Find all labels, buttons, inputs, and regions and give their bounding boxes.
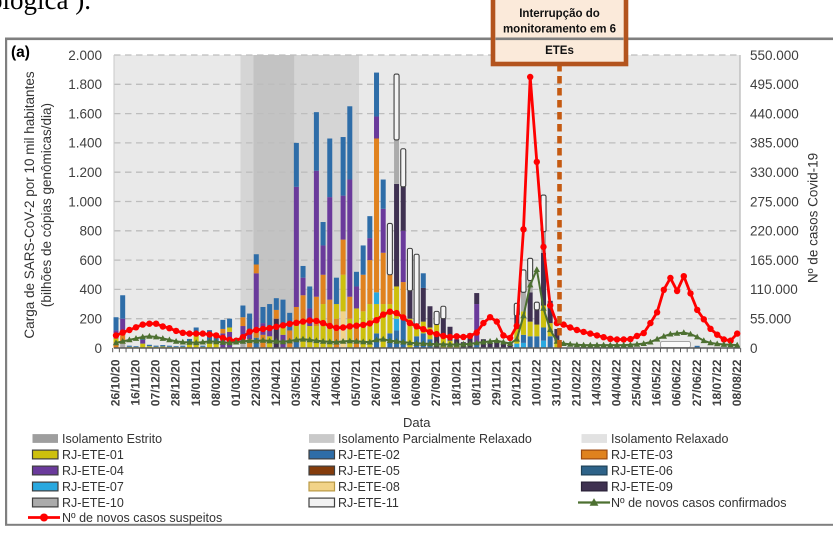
svg-text:55.000: 55.000 (750, 312, 791, 327)
svg-text:25/04/22: 25/04/22 (630, 359, 644, 406)
svg-text:RJ-ETE-02: RJ-ETE-02 (338, 448, 400, 462)
svg-text:RJ-ETE-01: RJ-ETE-01 (62, 448, 124, 462)
svg-text:21/02/22: 21/02/22 (570, 359, 584, 406)
svg-text:RJ-ETE-07: RJ-ETE-07 (62, 480, 124, 494)
svg-text:03/05/21: 03/05/21 (289, 359, 303, 406)
svg-text:Isolamento Parcialmente Relaxa: Isolamento Parcialmente Relaxado (338, 432, 532, 446)
svg-text:26/10/20: 26/10/20 (109, 359, 123, 406)
svg-text:31/01/22: 31/01/22 (550, 359, 564, 406)
svg-text:RJ-ETE-11: RJ-ETE-11 (338, 496, 399, 510)
svg-text:220.000: 220.000 (750, 224, 799, 239)
svg-text:1.800: 1.800 (68, 77, 102, 92)
svg-text:2.000: 2.000 (68, 48, 102, 63)
svg-text:22/03/21: 22/03/21 (249, 359, 263, 406)
svg-text:1.000: 1.000 (68, 194, 102, 209)
svg-text:07/12/20: 07/12/20 (149, 359, 163, 406)
svg-text:Interrupção do: Interrupção do (519, 8, 600, 20)
svg-text:10/01/22: 10/01/22 (529, 359, 543, 406)
svg-text:1.400: 1.400 (68, 136, 102, 151)
svg-text:800: 800 (79, 224, 102, 239)
svg-text:110.000: 110.000 (750, 282, 798, 297)
svg-text:27/06/22: 27/06/22 (690, 359, 704, 406)
svg-text:(bilhões de cópias genômicas/d: (bilhões de cópias genômicas/dia) (39, 103, 54, 307)
svg-text:RJ-ETE-10: RJ-ETE-10 (62, 496, 124, 510)
svg-text:1.200: 1.200 (68, 165, 102, 180)
svg-text:06/06/22: 06/06/22 (670, 359, 684, 406)
svg-text:275.000: 275.000 (750, 194, 799, 209)
svg-text:330.000: 330.000 (750, 165, 799, 180)
svg-text:200: 200 (79, 312, 102, 327)
svg-text:Isolamento Relaxado: Isolamento Relaxado (611, 432, 728, 446)
svg-text:monitoramento em 6: monitoramento em 6 (503, 24, 616, 36)
svg-text:18/10/21: 18/10/21 (449, 359, 463, 406)
svg-text:16/05/22: 16/05/22 (650, 359, 664, 406)
svg-text:RJ-ETE-03: RJ-ETE-03 (611, 448, 673, 462)
svg-text:18/01/21: 18/01/21 (189, 359, 203, 406)
svg-text:06/09/21: 06/09/21 (409, 359, 423, 406)
svg-text:(a): (a) (11, 44, 30, 61)
svg-text:550.000: 550.000 (750, 48, 799, 63)
svg-text:0: 0 (750, 341, 758, 356)
svg-text:600: 600 (79, 253, 102, 268)
svg-text:RJ-ETE-04: RJ-ETE-04 (62, 464, 124, 478)
svg-text:08/11/21: 08/11/21 (469, 359, 483, 405)
svg-text:1.600: 1.600 (68, 106, 102, 121)
svg-text:400: 400 (79, 282, 102, 297)
svg-text:Isolamento Estrito: Isolamento Estrito (62, 432, 162, 446)
svg-text:ETEs: ETEs (545, 45, 574, 57)
svg-text:385.000: 385.000 (750, 136, 799, 151)
svg-text:05/07/21: 05/07/21 (349, 359, 363, 406)
svg-text:18/07/22: 18/07/22 (710, 359, 724, 406)
svg-text:04/04/22: 04/04/22 (610, 359, 624, 406)
svg-text:08/08/22: 08/08/22 (730, 359, 744, 406)
svg-text:27/09/21: 27/09/21 (429, 359, 443, 406)
svg-text:24/05/21: 24/05/21 (309, 359, 323, 406)
svg-text:28/12/20: 28/12/20 (169, 359, 183, 406)
svg-text:RJ-ETE-08: RJ-ETE-08 (338, 480, 400, 494)
svg-text:RJ-ETE-05: RJ-ETE-05 (338, 464, 400, 478)
svg-text:Nº de novos casos confirmados: Nº de novos casos confirmados (611, 496, 786, 510)
svg-text:165.000: 165.000 (750, 253, 799, 268)
svg-text:16/08/21: 16/08/21 (389, 359, 403, 406)
svg-text:RJ-ETE-06: RJ-ETE-06 (611, 464, 673, 478)
svg-text:29/11/21: 29/11/21 (489, 359, 503, 405)
svg-text:0: 0 (94, 341, 102, 356)
svg-text:14/03/22: 14/03/22 (590, 359, 604, 406)
svg-text:RJ-ETE-09: RJ-ETE-09 (611, 480, 673, 494)
svg-text:14/06/21: 14/06/21 (329, 359, 343, 406)
svg-text:16/11/20: 16/11/20 (129, 359, 143, 405)
svg-text:12/04/21: 12/04/21 (269, 359, 283, 406)
svg-text:440.000: 440.000 (750, 106, 799, 121)
svg-text:495.000: 495.000 (750, 77, 799, 92)
svg-text:Nº de novos casos suspeitos: Nº de novos casos suspeitos (62, 511, 222, 525)
svg-text:01/03/21: 01/03/21 (229, 359, 243, 406)
svg-text:08/02/21: 08/02/21 (209, 359, 223, 406)
svg-text:ológica ).: ológica ). (0, 0, 91, 15)
svg-text:Carga de SARS-CoV-2 por 10 mil: Carga de SARS-CoV-2 por 10 mil habitante… (22, 71, 37, 338)
svg-text:Data: Data (403, 415, 431, 430)
svg-text:20/12/21: 20/12/21 (509, 359, 523, 406)
svg-text:26/07/21: 26/07/21 (369, 359, 383, 406)
svg-text:Nº de casos Covid-19: Nº de casos Covid-19 (806, 153, 821, 283)
